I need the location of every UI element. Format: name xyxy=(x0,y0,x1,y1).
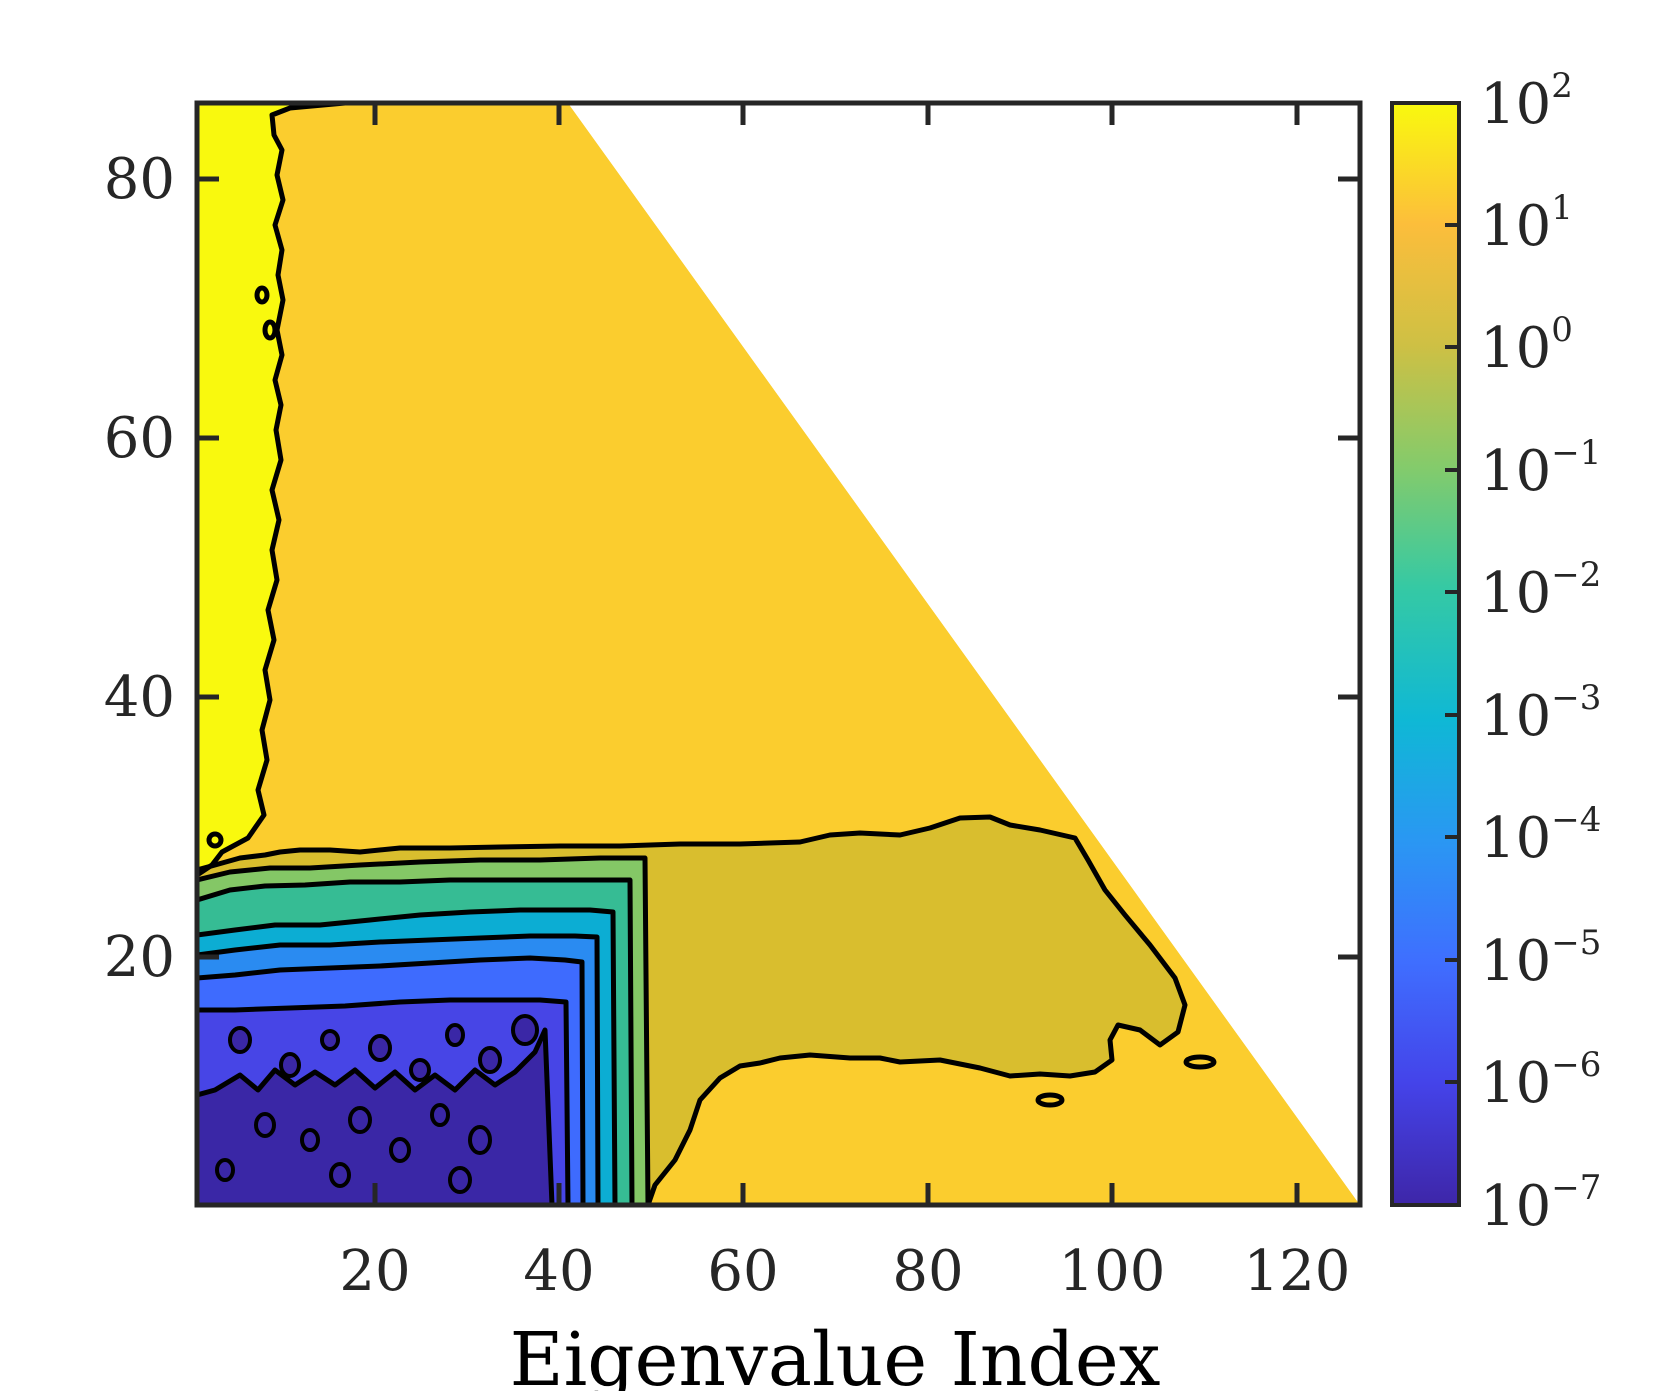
colorbar-label: 10−2 xyxy=(1480,555,1601,626)
x-tick-label: 40 xyxy=(523,1239,594,1304)
contour-1e-6 xyxy=(197,997,571,1205)
colorbar-label: 102 xyxy=(1480,66,1573,137)
colorbar-label: 10−7 xyxy=(1480,1168,1601,1239)
x-tick-labels: 20 40 60 80 100 120 xyxy=(339,1239,1350,1304)
noise-speckles xyxy=(215,1014,539,1194)
empty-region xyxy=(568,103,1360,1205)
colorbar-label: 10−1 xyxy=(1480,433,1601,504)
y-tick-label: 80 xyxy=(104,147,175,212)
colorbar-label: 100 xyxy=(1480,310,1573,381)
contour-1e-4 xyxy=(197,933,601,1205)
contour-1e-3 xyxy=(197,907,618,1205)
colorbar-label: 10−6 xyxy=(1480,1045,1601,1116)
contour-1e2 xyxy=(197,103,346,878)
y-tick-labels: 80 60 40 20 xyxy=(104,147,175,990)
x-axis-title: Eigenvalue Index xyxy=(510,1317,1161,1391)
band-1e-7 xyxy=(197,1030,552,1205)
x-ticks xyxy=(372,103,1300,1205)
x-tick-label: 120 xyxy=(1244,1239,1351,1304)
contour-lines xyxy=(197,103,1217,1205)
axes-frame xyxy=(194,100,1363,1208)
contour-1e-2 xyxy=(197,877,635,1205)
colorbar-labels: 102 101 100 10−1 10−2 10−3 10−4 10−5 10−… xyxy=(1480,66,1601,1239)
colorbar-ticks xyxy=(1445,223,1459,1084)
colorbar-label: 10−5 xyxy=(1480,923,1601,994)
x-tick-label: 60 xyxy=(707,1239,778,1304)
y-tick-label: 40 xyxy=(104,665,175,730)
x-tick-label: 20 xyxy=(339,1239,410,1304)
x-tick-label: 100 xyxy=(1059,1239,1166,1304)
contour-1e-7 xyxy=(197,1027,555,1205)
contour-1e0 xyxy=(197,814,1188,1205)
y-tick-label: 60 xyxy=(104,406,175,471)
colorbar-label: 10−4 xyxy=(1480,800,1601,871)
y-ticks xyxy=(197,176,1360,960)
y-tick-label: 20 xyxy=(104,925,175,990)
plot-area xyxy=(197,103,1360,1205)
contour-1e-5 xyxy=(197,955,586,1205)
colorbar: 102 101 100 10−1 10−2 10−3 10−4 10−5 10−… xyxy=(1390,66,1601,1239)
x-tick-label: 80 xyxy=(892,1239,963,1304)
contour-1e-1 xyxy=(197,855,651,1205)
colorbar-label: 10−3 xyxy=(1480,678,1601,749)
colorbar-gradient xyxy=(1390,101,1461,1207)
colorbar-label: 101 xyxy=(1480,188,1573,259)
